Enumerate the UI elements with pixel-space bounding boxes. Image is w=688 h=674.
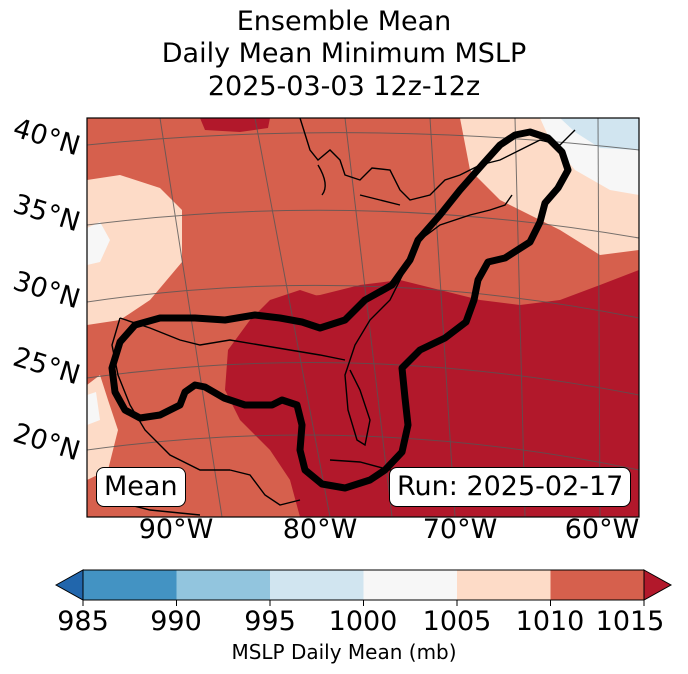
colorbar-extend-high (643, 569, 673, 601)
colorbar-bin-990-995 (176, 570, 270, 600)
lon-label-70w: 70°W (422, 514, 498, 545)
lake-erie (359, 194, 401, 206)
gulf-coast (119, 317, 346, 361)
lon-label-60w: 60°W (564, 514, 640, 545)
title-line-1: Ensemble Mean (236, 6, 452, 37)
field-995-1000-ne (560, 118, 639, 150)
parallel-20 (87, 434, 639, 471)
lake-michigan (317, 164, 326, 196)
colorbar-tick-1000: 1000 (328, 606, 398, 637)
parallel-30 (87, 284, 639, 319)
colorbar-tick-1010: 1010 (515, 606, 585, 637)
colorbar-bin-995-1000 (270, 570, 364, 600)
meridian-75 (429, 118, 456, 517)
lon-label-80w: 80°W (282, 514, 358, 545)
colorbar-bin-1000-1005 (363, 570, 457, 600)
contour-line (108, 128, 572, 492)
colorbar-bin-1005-1010 (457, 570, 551, 600)
parallel-35 (87, 209, 639, 239)
run-date-box: Run: 2025-02-17 (389, 467, 632, 507)
field-above-1015-n (200, 118, 270, 132)
colorbar (54, 569, 673, 606)
yucatan-coast (229, 469, 301, 506)
colorbar-tick-1005: 1005 (422, 606, 492, 637)
meridian-70 (514, 118, 526, 517)
mean-label-box: Mean (96, 467, 186, 507)
meridian-65 (597, 118, 601, 517)
parallel-25 (87, 361, 639, 396)
colorbar-tick-990: 990 (150, 606, 202, 637)
colorbar-extend-low (54, 569, 84, 601)
map-frame (86, 117, 640, 518)
map-field (87, 118, 639, 517)
great-lakes-coast (299, 118, 576, 201)
colorbar-tick-1015: 1015 (595, 606, 665, 637)
title-line-2: Daily Mean Minimum MSLP (161, 38, 527, 69)
colorbar-bin-1010-1015 (550, 570, 644, 600)
lon-label-90w: 90°W (138, 514, 214, 545)
southeast-coast (344, 259, 411, 447)
field-1000-1005-w (87, 222, 110, 265)
title-line-3: 2025-03-03 12z-12z (207, 71, 481, 102)
colorbar-ticks (82, 600, 645, 606)
colorbar-label: MSLP Daily Mean (mb) (231, 640, 457, 664)
field-1005-1010-w (87, 175, 182, 325)
field-above-1015-main (225, 270, 639, 517)
field-1000-1005-sw (87, 392, 100, 425)
colorbar-tick-985: 985 (57, 606, 109, 637)
meridian-80 (344, 118, 393, 517)
colorbar-bin-985-990 (83, 570, 177, 600)
colorbar-tick-995: 995 (244, 606, 296, 637)
field-above-1015-gulf (270, 290, 330, 320)
